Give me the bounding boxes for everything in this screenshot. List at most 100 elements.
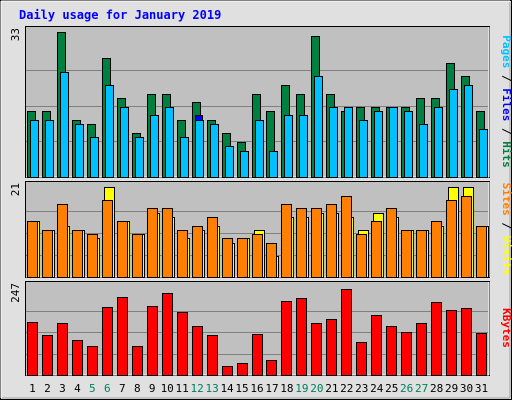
bar-pages-day-13	[210, 124, 219, 178]
x-tick-label-day-28: 28	[430, 382, 443, 395]
bar-kbytes-day-19	[296, 298, 307, 376]
x-tick-label-day-27: 27	[415, 382, 428, 395]
panel-sites-visits: 21 Sites / Visits	[9, 181, 512, 278]
panel-hits-files-pages: 33 Pages / Files / Hits	[9, 26, 512, 178]
bar-kbytes-day-11	[177, 312, 188, 376]
y-axis-label-part: Hits	[500, 141, 512, 168]
y-tick-label: 33	[9, 28, 22, 41]
bar-pages-day-3	[60, 72, 69, 178]
bar-pages-day-8	[135, 137, 144, 178]
bar-sites-day-20	[311, 208, 322, 278]
bar-kbytes-day-15	[237, 363, 248, 376]
bar-kbytes-day-27	[416, 323, 427, 376]
bar-pages-day-15	[240, 151, 249, 178]
x-tick-label-day-30: 30	[460, 382, 473, 395]
bar-kbytes-day-2	[42, 335, 53, 376]
bar-kbytes-day-28	[431, 302, 442, 376]
bar-pages-day-29	[449, 89, 458, 178]
x-tick-label-day-12: 12	[191, 382, 204, 395]
x-tick-label-day-17: 17	[265, 382, 278, 395]
bar-pages-day-23	[359, 120, 368, 178]
bar-sites-day-5	[87, 234, 98, 278]
x-tick-label-day-4: 4	[74, 382, 81, 395]
bar-pages-day-28	[434, 107, 443, 178]
bar-pages-day-30	[464, 85, 473, 178]
x-tick-label-day-24: 24	[370, 382, 384, 395]
x-tick-label-day-22: 22	[340, 382, 353, 395]
x-tick-label-day-31: 31	[475, 382, 488, 395]
bar-pages-day-27	[419, 124, 428, 178]
x-tick-label-day-26: 26	[400, 382, 413, 395]
x-tick-label-day-15: 15	[235, 382, 248, 395]
bar-pages-day-31	[479, 129, 488, 178]
bar-sites-day-11	[177, 230, 188, 278]
y-axis-label-part: Visits	[500, 236, 512, 276]
bar-pages-day-1	[30, 120, 39, 178]
bar-kbytes-day-7	[117, 297, 128, 376]
bar-kbytes-day-9	[147, 306, 158, 376]
y-tick-label: 247	[9, 283, 22, 303]
bar-sites-day-12	[192, 226, 203, 278]
bar-kbytes-day-20	[311, 323, 322, 376]
bar-pages-day-9	[150, 115, 159, 178]
bar-sites-day-7	[117, 221, 128, 278]
bar-sites-day-2	[42, 230, 53, 278]
bar-pages-day-17	[269, 151, 278, 178]
bar-sites-day-14	[222, 238, 233, 278]
bar-pages-day-5	[90, 137, 99, 178]
x-tick-label-day-2: 2	[44, 382, 51, 395]
bar-kbytes-day-21	[326, 319, 337, 376]
x-tick-label-day-21: 21	[325, 382, 338, 395]
bar-sites-day-1	[27, 221, 38, 278]
bar-sites-day-23	[356, 234, 367, 278]
bar-sites-day-30	[461, 196, 472, 278]
bar-kbytes-day-16	[252, 334, 263, 376]
bar-sites-day-29	[446, 200, 457, 278]
bar-sites-day-26	[401, 230, 412, 278]
bar-sites-day-16	[252, 234, 263, 278]
bar-pages-day-6	[105, 85, 114, 178]
bar-pages-day-14	[225, 146, 234, 178]
bar-sites-day-15	[237, 238, 248, 278]
bar-kbytes-day-23	[356, 342, 367, 376]
bar-kbytes-day-13	[207, 335, 218, 376]
bar-kbytes-day-5	[87, 346, 98, 376]
y-axis-series-label: KBytes	[500, 308, 512, 348]
bar-pages-day-20	[314, 76, 323, 178]
bar-sites-day-17	[266, 243, 277, 278]
x-tick-label-day-25: 25	[385, 382, 398, 395]
y-axis-label-part: KBytes	[500, 308, 512, 348]
x-tick-label-day-18: 18	[280, 382, 293, 395]
y-axis-label-part: Sites	[500, 183, 512, 216]
x-tick-label-day-11: 11	[176, 382, 189, 395]
bar-kbytes-day-3	[57, 323, 68, 376]
bar-pages-day-22	[344, 107, 353, 178]
bar-pages-day-24	[374, 111, 383, 178]
x-tick-label-day-13: 13	[205, 382, 218, 395]
x-tick-label-day-29: 29	[445, 382, 458, 395]
bar-kbytes-day-14	[222, 366, 233, 376]
bar-sites-day-18	[281, 204, 292, 278]
x-tick-label-day-7: 7	[119, 382, 126, 395]
bar-pages-day-26	[404, 111, 413, 178]
bar-sites-day-19	[296, 208, 307, 278]
panel-kbytes: 247 KBytes	[9, 281, 512, 376]
y-axis-label-part: /	[500, 216, 512, 236]
y-tick-label: 21	[9, 183, 22, 196]
bar-kbytes-day-6	[102, 307, 113, 376]
y-axis-series-label: Sites / Visits	[500, 183, 512, 276]
bar-pages-day-11	[180, 137, 189, 178]
bar-sites-day-9	[147, 208, 158, 278]
y-axis-series-label: Pages / Files / Hits	[500, 35, 512, 168]
bar-pages-day-7	[120, 107, 129, 178]
y-axis-label-part: /	[500, 121, 512, 141]
bar-pages-day-19	[299, 115, 308, 178]
bar-kbytes-day-10	[162, 293, 173, 376]
bar-kbytes-day-4	[72, 340, 83, 376]
bar-pages-day-21	[329, 107, 338, 178]
bar-kbytes-day-30	[461, 308, 472, 376]
bar-sites-day-21	[326, 204, 337, 278]
bar-sites-day-31	[476, 226, 487, 278]
x-tick-label-day-6: 6	[104, 382, 111, 395]
